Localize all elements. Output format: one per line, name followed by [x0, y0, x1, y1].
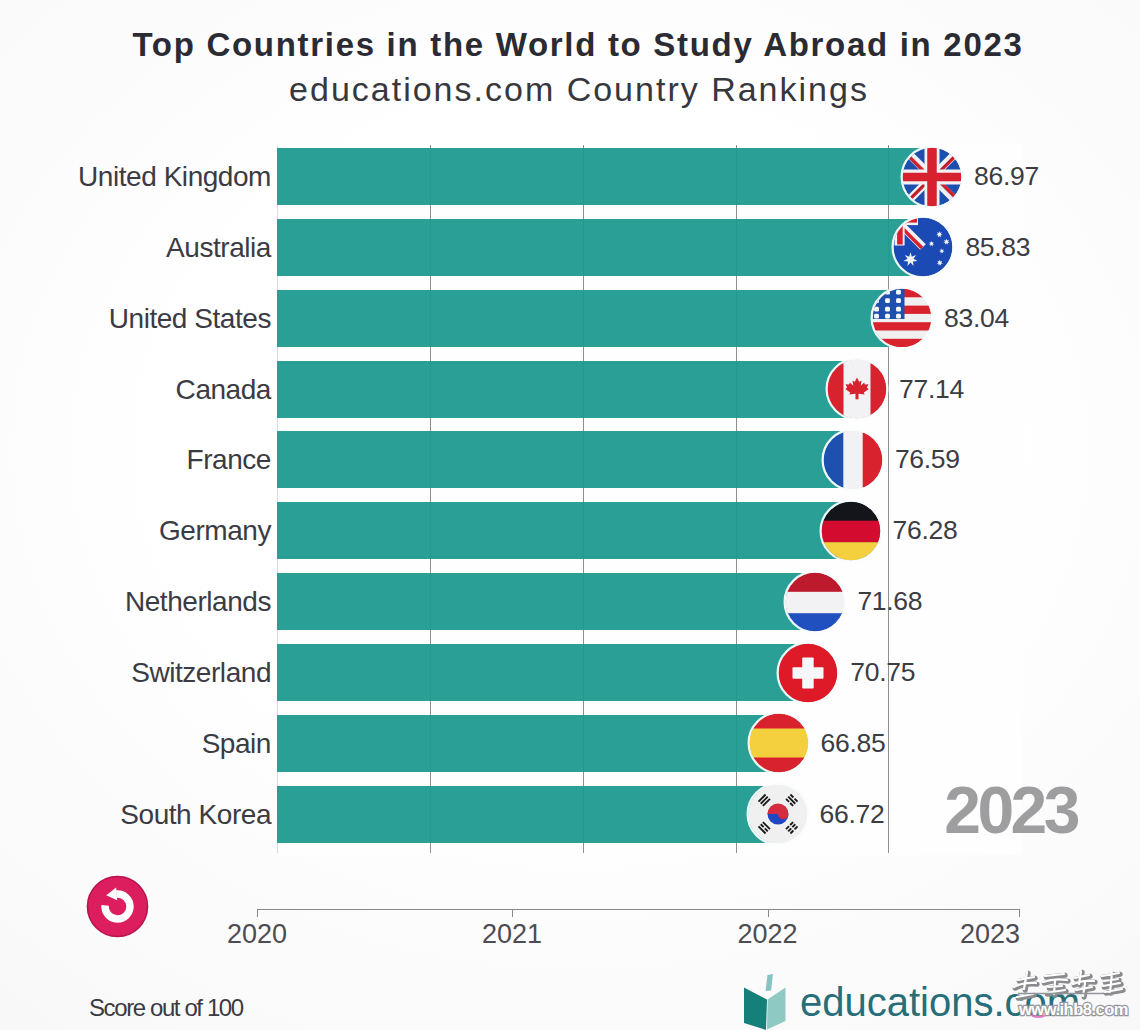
svg-text:www.ihb8.com: www.ihb8.com: [1018, 1000, 1128, 1018]
